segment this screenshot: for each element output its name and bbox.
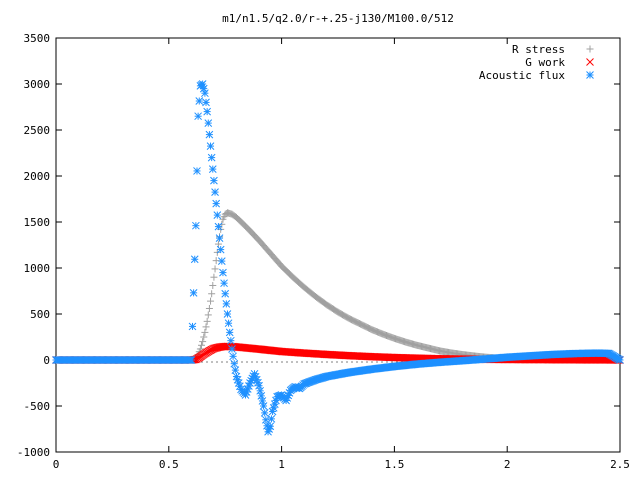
legend-label: Acoustic flux — [479, 69, 565, 82]
data-point — [231, 366, 240, 374]
data-point — [187, 356, 196, 364]
series-layer — [52, 80, 624, 436]
chart-title: m1/n1.5/q2.0/r-+.25-j130/M100.0/512 — [222, 12, 454, 25]
data-point — [208, 290, 216, 298]
data-point — [266, 422, 275, 431]
data-point — [203, 317, 211, 325]
data-point — [201, 328, 209, 336]
plot-frame — [55, 37, 621, 453]
y-tick-label: 500 — [30, 308, 50, 321]
series-r-stress — [52, 209, 624, 364]
data-point — [208, 165, 217, 173]
data-point — [256, 386, 265, 395]
data-point — [219, 268, 227, 277]
data-point — [211, 265, 219, 273]
y-tick-label: -500 — [24, 400, 51, 413]
data-point — [217, 257, 226, 265]
data-point — [215, 234, 224, 242]
data-point — [199, 84, 208, 93]
data-point — [261, 415, 270, 424]
legend-label: R stress — [512, 43, 565, 56]
data-point — [225, 328, 234, 337]
data-point — [226, 336, 235, 345]
data-point — [216, 245, 225, 254]
legend-marker — [586, 45, 594, 53]
data-point — [205, 304, 213, 312]
legend-marker — [586, 71, 594, 79]
data-point — [214, 222, 223, 231]
data-point — [190, 255, 199, 264]
data-point — [255, 381, 263, 390]
data-point — [200, 333, 208, 341]
data-point — [221, 289, 230, 298]
x-tick-label: 2.5 — [610, 458, 630, 471]
x-tick-label: 2 — [504, 458, 511, 471]
data-point — [212, 199, 221, 208]
y-tick-label: 0 — [43, 354, 50, 367]
data-point — [207, 153, 216, 162]
data-point — [201, 89, 209, 98]
data-point — [188, 322, 197, 331]
x-tick-label: 0.5 — [159, 458, 179, 471]
data-point — [211, 188, 219, 196]
data-point — [267, 415, 276, 423]
data-point — [204, 119, 213, 127]
x-tick-label: 1.5 — [384, 458, 404, 471]
data-point — [229, 352, 237, 361]
data-point — [223, 310, 232, 318]
y-tick-label: 1500 — [24, 216, 51, 229]
data-point — [209, 281, 217, 289]
data-point — [210, 176, 218, 185]
data-point — [210, 273, 218, 281]
data-point — [207, 297, 215, 305]
data-point — [616, 356, 624, 364]
data-point — [259, 402, 268, 410]
data-point — [195, 97, 204, 105]
y-tick-label: 3500 — [24, 32, 51, 45]
data-point — [258, 397, 267, 405]
data-point — [202, 323, 210, 331]
data-point — [220, 279, 228, 288]
data-point — [199, 338, 207, 346]
data-point — [205, 130, 214, 139]
data-point — [214, 240, 222, 248]
data-point — [222, 300, 231, 308]
data-point — [213, 211, 222, 219]
y-tick-label: -1000 — [17, 446, 50, 459]
data-point — [204, 311, 212, 319]
data-point — [192, 221, 200, 230]
y-tick-label: 2500 — [24, 124, 51, 137]
axis-ticks: 0 0.5 1 1.5 2 2.5 -1000 -500 0 500 1000 1500 2000 250… — [17, 32, 630, 471]
data-point — [189, 288, 198, 297]
data-point — [257, 392, 266, 400]
data-point — [206, 142, 215, 150]
data-point — [193, 167, 201, 175]
series-acoustic-flux — [52, 80, 624, 436]
data-point — [203, 107, 212, 116]
data-point — [260, 409, 269, 417]
data-point — [224, 319, 233, 328]
legend-label: G work — [525, 56, 565, 69]
data-point — [230, 359, 239, 368]
data-point — [194, 112, 202, 121]
y-tick-label: 2000 — [24, 170, 51, 183]
data-point — [202, 98, 210, 107]
x-tick-label: 0 — [53, 458, 60, 471]
legend-marker — [586, 58, 594, 66]
data-point — [198, 80, 207, 88]
data-point — [198, 341, 206, 349]
data-point — [228, 345, 236, 353]
y-tick-label: 1000 — [24, 262, 51, 275]
x-tick-label: 1 — [278, 458, 285, 471]
y-tick-label: 3000 — [24, 78, 51, 91]
